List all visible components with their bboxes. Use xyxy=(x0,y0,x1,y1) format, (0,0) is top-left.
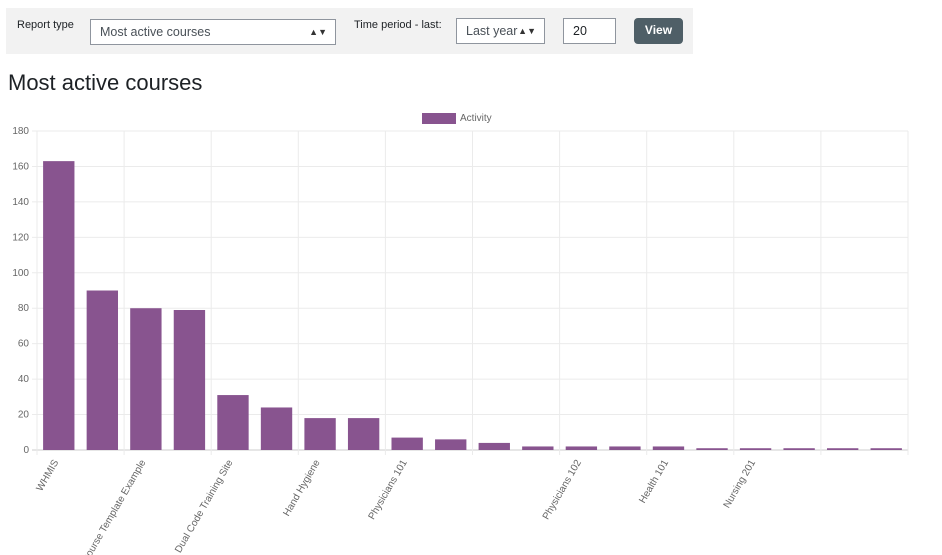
legend-swatch xyxy=(422,113,456,124)
x-tick-label: Dual Code Training Site xyxy=(173,458,236,555)
select-arrows-icon: ▲▼ xyxy=(309,27,327,37)
y-tick-label: 20 xyxy=(18,410,30,421)
bar xyxy=(86,290,119,450)
bar xyxy=(652,446,685,450)
bar xyxy=(435,439,467,450)
y-tick-label: 40 xyxy=(18,374,30,385)
report-type-value: Most active courses xyxy=(100,25,211,39)
count-value: 20 xyxy=(573,24,587,38)
x-tick-label: Nursing 201 xyxy=(722,458,759,511)
bar xyxy=(43,161,75,450)
bar xyxy=(260,407,293,450)
view-button[interactable]: View xyxy=(634,18,683,44)
bar xyxy=(391,437,423,450)
bar xyxy=(696,448,728,450)
y-tick-label: 120 xyxy=(12,232,29,243)
report-type-label: Report type xyxy=(17,19,74,31)
page-title: Most active courses xyxy=(8,70,203,95)
bar xyxy=(783,448,815,450)
y-tick-label: 100 xyxy=(12,268,29,279)
select-arrows-icon: ▲▼ xyxy=(518,26,536,36)
bar xyxy=(478,442,510,450)
y-tick-label: 60 xyxy=(18,339,30,350)
report-type-select[interactable]: Most active courses ▲▼ xyxy=(90,19,336,45)
bar xyxy=(565,446,598,450)
bar xyxy=(609,446,641,450)
legend-label: Activity xyxy=(460,113,492,124)
x-tick-label: Hand Hygiene xyxy=(281,458,322,519)
y-tick-label: 0 xyxy=(23,445,29,456)
bar xyxy=(870,448,902,450)
bar xyxy=(522,446,554,450)
bar xyxy=(739,448,772,450)
bar xyxy=(347,418,380,450)
time-period-value: Last year xyxy=(466,24,518,38)
x-tick-label: Physicians 102 xyxy=(541,458,584,522)
x-tick-label: Physicians 101 xyxy=(367,458,410,522)
x-tick-label: Course Template Example xyxy=(80,458,148,555)
bar xyxy=(217,395,249,450)
bar xyxy=(173,309,206,450)
bar xyxy=(826,448,859,450)
bar xyxy=(130,308,162,450)
count-input[interactable]: 20 xyxy=(563,18,616,44)
y-tick-label: 160 xyxy=(12,161,29,172)
y-tick-label: 80 xyxy=(18,303,30,314)
x-tick-label: WHMIS xyxy=(35,458,62,494)
y-tick-label: 180 xyxy=(12,126,29,137)
time-period-label: Time period - last: xyxy=(354,19,442,31)
time-period-select[interactable]: Last year ▲▼ xyxy=(456,18,545,44)
y-tick-label: 140 xyxy=(12,197,29,208)
bar xyxy=(304,418,336,450)
x-tick-label: Health 101 xyxy=(637,458,671,506)
